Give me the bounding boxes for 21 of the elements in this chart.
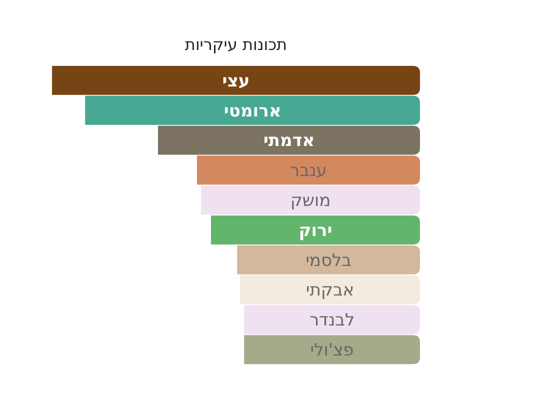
bar: [196, 156, 420, 185]
bar: [240, 275, 420, 304]
y-tick-label: אבקתי: [306, 280, 354, 301]
y-tick-label: בלסמי: [306, 250, 352, 271]
bar: [237, 245, 420, 274]
chart-title: תכונות עיקריות: [184, 35, 288, 54]
y-tick-label: ענבר: [290, 161, 327, 182]
y-tick-label: מושק: [290, 190, 331, 211]
y-tick-label: פצ'ולי: [310, 340, 354, 361]
y-tick-label: לבנדר: [309, 310, 355, 331]
y-tick-label: ארומטי: [224, 101, 282, 122]
bar: [201, 186, 420, 215]
bar: [85, 96, 420, 125]
bar: [210, 215, 420, 244]
bar: [244, 305, 420, 334]
y-tick-label: אדמתי: [263, 131, 315, 152]
y-tick-label: עצי: [222, 71, 250, 92]
bar: [244, 335, 420, 364]
bar: [52, 66, 420, 95]
bar: [158, 126, 420, 155]
y-tick-label: ירוק: [298, 220, 332, 241]
